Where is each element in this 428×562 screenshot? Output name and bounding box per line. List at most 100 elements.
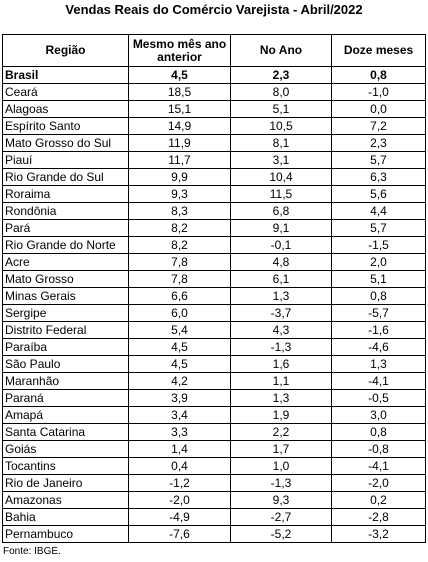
- same-month-cell: 18,5: [128, 83, 231, 101]
- table-row: Pará 8,2 9,1 5,7: [2, 219, 426, 237]
- year-cell: -1,3: [230, 338, 332, 356]
- twelve-months-cell: 7,2: [331, 117, 426, 135]
- year-cell: 5,1: [230, 100, 332, 118]
- header-row: Região Mesmo mês ano anterior No Ano Doz…: [2, 34, 426, 67]
- same-month-cell: 9,3: [128, 185, 231, 203]
- table-row: Acre 7,8 4,8 2,0: [2, 253, 426, 271]
- year-cell: 4,3: [230, 321, 332, 339]
- twelve-months-cell: -1,0: [331, 83, 426, 101]
- region-cell: Espírito Santo: [2, 117, 129, 135]
- region-cell: Paraná: [2, 389, 129, 407]
- year-cell: 8,1: [230, 134, 332, 152]
- year-cell: 1,6: [230, 355, 332, 373]
- twelve-months-cell: 0,0: [331, 100, 426, 118]
- region-cell: Ceará: [2, 83, 129, 101]
- region-cell: Alagoas: [2, 100, 129, 118]
- region-cell: Acre: [2, 253, 129, 271]
- year-cell: -5,2: [230, 525, 332, 543]
- region-cell: Rio Grande do Sul: [2, 168, 129, 186]
- region-cell: Roraima: [2, 185, 129, 203]
- same-month-cell: 3,4: [128, 406, 231, 424]
- same-month-cell: 5,4: [128, 321, 231, 339]
- table-row: São Paulo 4,5 1,6 1,3: [2, 355, 426, 373]
- twelve-months-cell: 0,8: [331, 66, 426, 84]
- same-month-cell: 4,5: [128, 66, 231, 84]
- same-month-cell: 8,2: [128, 219, 231, 237]
- year-cell: 8,0: [230, 83, 332, 101]
- table-row: Minas Gerais 6,6 1,3 0,8: [2, 287, 426, 305]
- region-cell: Minas Gerais: [2, 287, 129, 305]
- year-cell: 1,0: [230, 457, 332, 475]
- year-cell: 9,1: [230, 219, 332, 237]
- twelve-months-cell: -2,0: [331, 474, 426, 492]
- header-year: No Ano: [230, 34, 332, 67]
- same-month-cell: 8,2: [128, 236, 231, 254]
- region-cell: Amapá: [2, 406, 129, 424]
- region-cell: Rondônia: [2, 202, 129, 220]
- twelve-months-cell: 0,2: [331, 491, 426, 509]
- table-row: Paraíba 4,5 -1,3 -4,6: [2, 338, 426, 356]
- region-cell: Bahia: [2, 508, 129, 526]
- table-row: Mato Grosso 7,8 6,1 5,1: [2, 270, 426, 288]
- twelve-months-cell: -5,7: [331, 304, 426, 322]
- twelve-months-cell: 0,8: [331, 287, 426, 305]
- same-month-cell: 3,9: [128, 389, 231, 407]
- twelve-months-cell: 2,0: [331, 253, 426, 271]
- year-cell: 10,5: [230, 117, 332, 135]
- table-row: Rondônia 8,3 6,8 4,4: [2, 202, 426, 220]
- twelve-months-cell: 4,4: [331, 202, 426, 220]
- table-row: Amapá 3,4 1,9 3,0: [2, 406, 426, 424]
- year-cell: 6,1: [230, 270, 332, 288]
- twelve-months-cell: -4,6: [331, 338, 426, 356]
- region-cell: Paraíba: [2, 338, 129, 356]
- region-cell: Distrito Federal: [2, 321, 129, 339]
- region-cell: Sergipe: [2, 304, 129, 322]
- same-month-cell: 11,9: [128, 134, 231, 152]
- table-title: Vendas Reais do Comércio Varejista - Abr…: [65, 2, 363, 17]
- year-cell: 1,1: [230, 372, 332, 390]
- year-cell: 11,5: [230, 185, 332, 203]
- same-month-cell: 0,4: [128, 457, 231, 475]
- table-row: Mato Grosso do Sul 11,9 8,1 2,3: [2, 134, 426, 152]
- twelve-months-cell: 2,3: [331, 134, 426, 152]
- region-cell: São Paulo: [2, 355, 129, 373]
- twelve-months-cell: 3,0: [331, 406, 426, 424]
- same-month-cell: 9,9: [128, 168, 231, 186]
- table-row: Sergipe 6,0 -3,7 -5,7: [2, 304, 426, 322]
- table-body: Brasil 4,5 2,3 0,8 Ceará 18,5 8,0 -1,0 Alagoas 15…: [2, 66, 426, 543]
- source-note: Fonte: IBGE.: [3, 546, 61, 557]
- region-cell: Mato Grosso do Sul: [2, 134, 129, 152]
- twelve-months-cell: -4,1: [331, 372, 426, 390]
- region-cell: Rio de Janeiro: [2, 474, 129, 492]
- same-month-cell: 4,5: [128, 355, 231, 373]
- year-cell: 2,3: [230, 66, 332, 84]
- header-twelve-months: Doze meses: [331, 34, 426, 67]
- table-row: Paraná 3,9 1,3 -0,5: [2, 389, 426, 407]
- same-month-cell: 6,6: [128, 287, 231, 305]
- table-row: Pernambuco -7,6 -5,2 -3,2: [2, 525, 426, 543]
- sales-table: Região Mesmo mês ano anterior No Ano Doz…: [2, 34, 426, 543]
- region-cell: Tocantins: [2, 457, 129, 475]
- twelve-months-cell: -0,5: [331, 389, 426, 407]
- twelve-months-cell: 5,1: [331, 270, 426, 288]
- same-month-cell: 7,8: [128, 270, 231, 288]
- table-row: Tocantins 0,4 1,0 -4,1: [2, 457, 426, 475]
- same-month-cell: 4,5: [128, 338, 231, 356]
- same-month-cell: -2,0: [128, 491, 231, 509]
- table-row: Roraima 9,3 11,5 5,6: [2, 185, 426, 203]
- table-row: Distrito Federal 5,4 4,3 -1,6: [2, 321, 426, 339]
- region-cell: Brasil: [2, 66, 129, 84]
- region-cell: Piauí: [2, 151, 129, 169]
- twelve-months-cell: 0,8: [331, 423, 426, 441]
- twelve-months-cell: 5,7: [331, 151, 426, 169]
- region-cell: Maranhão: [2, 372, 129, 390]
- same-month-cell: 8,3: [128, 202, 231, 220]
- table-row: Bahia -4,9 -2,7 -2,8: [2, 508, 426, 526]
- region-cell: Mato Grosso: [2, 270, 129, 288]
- twelve-months-cell: -1,5: [331, 236, 426, 254]
- year-cell: 1,3: [230, 389, 332, 407]
- year-cell: 10,4: [230, 168, 332, 186]
- table-row: Ceará 18,5 8,0 -1,0: [2, 83, 426, 101]
- twelve-months-cell: -4,1: [331, 457, 426, 475]
- year-cell: 6,8: [230, 202, 332, 220]
